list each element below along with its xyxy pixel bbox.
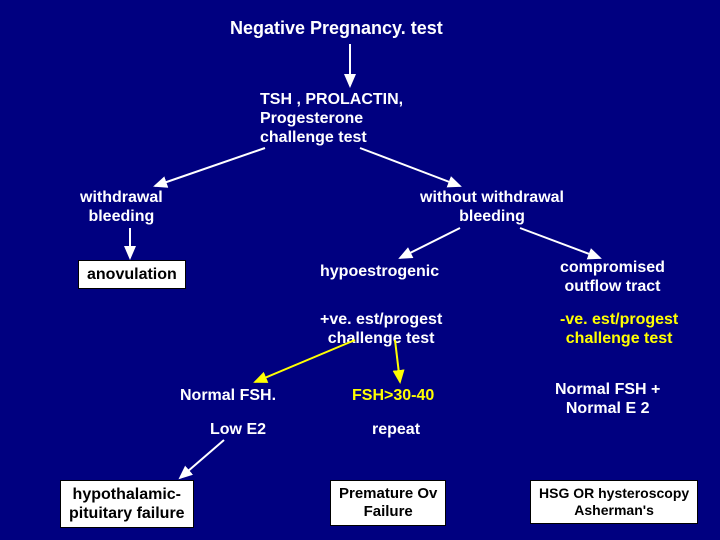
lowe2-text: Low E2: [210, 421, 266, 438]
nve-test: -ve. est/progestchallenge test: [560, 310, 678, 348]
step2-text: TSH , PROLACTIN,Progesteronechallenge te…: [260, 91, 403, 146]
anov-text: anovulation: [87, 266, 177, 283]
wwb-text: without withdrawalbleeding: [420, 189, 564, 225]
hsg-hysteroscopy: HSG OR hysteroscopyAsherman's: [530, 480, 698, 524]
cot-text: compromisedoutflow tract: [560, 259, 665, 295]
fsh30-text: FSH>30-40: [352, 387, 434, 404]
without-withdrawal: without withdrawalbleeding: [420, 188, 564, 226]
hypo-text: hypoestrogenic: [320, 263, 439, 280]
nve-text: -ve. est/progestchallenge test: [560, 311, 678, 347]
repeat-text: repeat: [372, 421, 420, 438]
withdrawal-bleeding: withdrawalbleeding: [80, 188, 163, 226]
pve-test: +ve. est/progestchallenge test: [320, 310, 442, 348]
title: Negative Pregnancy. test: [230, 18, 443, 40]
compromised-outflow: compromisedoutflow tract: [560, 258, 665, 296]
premature-ov-failure: Premature OvFailure: [330, 480, 446, 526]
fsh-30-40: FSH>30-40: [352, 386, 434, 405]
anovulation: anovulation: [78, 260, 186, 289]
normal-fsh-e2: Normal FSH +Normal E 2: [555, 380, 660, 418]
premov-text: Premature OvFailure: [339, 485, 437, 520]
step2: TSH , PROLACTIN,Progesteronechallenge te…: [260, 90, 403, 148]
wb-text: withdrawalbleeding: [80, 189, 163, 225]
pve-text: +ve. est/progestchallenge test: [320, 311, 442, 347]
low-e2: Low E2: [210, 420, 266, 439]
hypothalamic-pituitary: hypothalamic-pituitary failure: [60, 480, 194, 528]
nfshe2-text: Normal FSH +Normal E 2: [555, 381, 660, 417]
repeat: repeat: [372, 420, 420, 439]
hypopit-text: hypothalamic-pituitary failure: [69, 486, 185, 522]
title-text: Negative Pregnancy. test: [230, 18, 443, 38]
nfsh-text: Normal FSH.: [180, 387, 276, 404]
hsg-text: HSG OR hysteroscopyAsherman's: [539, 485, 689, 518]
normal-fsh: Normal FSH.: [180, 386, 276, 405]
hypoestrogenic: hypoestrogenic: [320, 262, 439, 281]
